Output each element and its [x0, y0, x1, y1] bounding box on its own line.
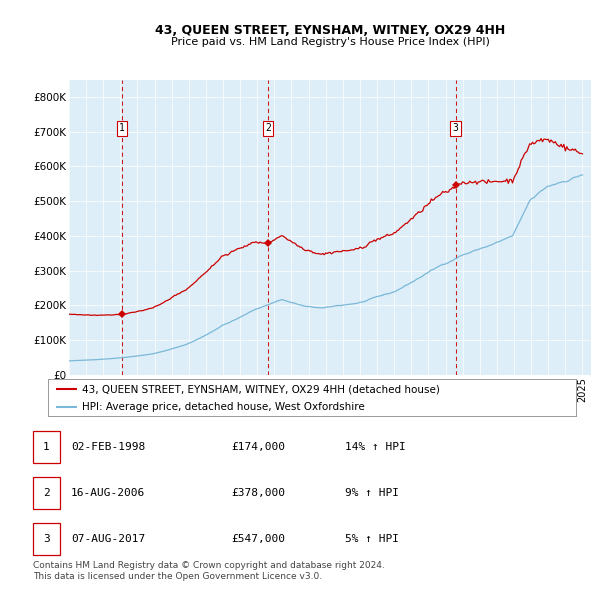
Text: 14% ↑ HPI: 14% ↑ HPI	[345, 442, 406, 452]
Text: Price paid vs. HM Land Registry's House Price Index (HPI): Price paid vs. HM Land Registry's House …	[170, 37, 490, 47]
Text: £378,000: £378,000	[231, 489, 285, 498]
Text: Contains HM Land Registry data © Crown copyright and database right 2024.
This d: Contains HM Land Registry data © Crown c…	[33, 560, 385, 581]
Text: 3: 3	[453, 123, 459, 133]
Text: 9% ↑ HPI: 9% ↑ HPI	[345, 489, 399, 498]
Text: HPI: Average price, detached house, West Oxfordshire: HPI: Average price, detached house, West…	[82, 402, 365, 412]
Text: 2: 2	[265, 123, 271, 133]
Text: 2: 2	[43, 489, 50, 498]
Text: 3: 3	[43, 535, 50, 544]
Text: 1: 1	[119, 123, 125, 133]
Text: 02-FEB-1998: 02-FEB-1998	[71, 442, 145, 452]
Text: 1: 1	[43, 442, 50, 452]
Text: £547,000: £547,000	[231, 535, 285, 544]
Text: £174,000: £174,000	[231, 442, 285, 452]
Text: 16-AUG-2006: 16-AUG-2006	[71, 489, 145, 498]
Text: 07-AUG-2017: 07-AUG-2017	[71, 535, 145, 544]
Text: 5% ↑ HPI: 5% ↑ HPI	[345, 535, 399, 544]
Text: 43, QUEEN STREET, EYNSHAM, WITNEY, OX29 4HH (detached house): 43, QUEEN STREET, EYNSHAM, WITNEY, OX29 …	[82, 384, 440, 394]
Text: 43, QUEEN STREET, EYNSHAM, WITNEY, OX29 4HH: 43, QUEEN STREET, EYNSHAM, WITNEY, OX29 …	[155, 24, 505, 37]
